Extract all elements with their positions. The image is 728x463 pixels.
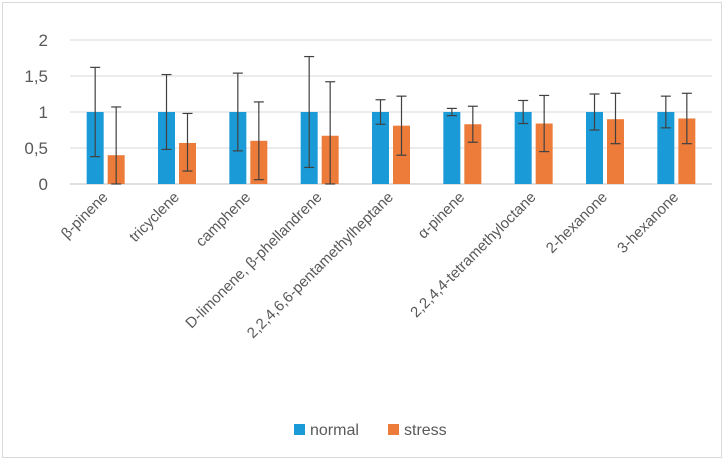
x-category-label: D-limonene, β-phellandrene: [182, 189, 325, 332]
bar-stress: [607, 119, 624, 184]
bar-normal: [657, 112, 675, 184]
y-tick-label: 1: [39, 103, 48, 122]
y-tick-label: 1,5: [24, 67, 48, 86]
legend-label-stress: stress: [404, 422, 447, 439]
y-axis: 0 0,5 1 1,5 2: [24, 31, 48, 194]
error-bars: [90, 55, 692, 185]
legend-swatch-stress: [388, 424, 399, 435]
x-category-label: 2-hexanone: [543, 189, 611, 257]
x-category-label: 3-hexanone: [614, 189, 682, 257]
x-category-label: tricyclene: [126, 189, 183, 246]
bar-normal: [514, 112, 532, 184]
bar-normal: [372, 112, 389, 184]
bar-stress: [678, 118, 696, 184]
x-category-label: β-pinene: [58, 189, 112, 243]
legend-swatch-normal: [294, 424, 305, 435]
bar-stress: [464, 124, 482, 184]
x-category-label: camphene: [193, 189, 255, 251]
legend: normal stress: [294, 422, 447, 439]
y-tick-label: 0: [39, 175, 48, 194]
bar-stress: [535, 123, 553, 184]
chart-frame: [2, 2, 722, 458]
y-tick-label: 0,5: [24, 139, 48, 158]
x-category-label: α-pinene: [415, 189, 469, 243]
x-category-label: 2,2,4,6,6-pentamethylheptane: [244, 189, 397, 342]
legend-label-normal: normal: [310, 422, 359, 439]
x-category-label: 2,2,4,4-tetramethyloctane: [407, 189, 539, 321]
bar-normal: [443, 112, 461, 184]
gridlines: [70, 39, 712, 185]
y-tick-label: 2: [39, 31, 48, 50]
